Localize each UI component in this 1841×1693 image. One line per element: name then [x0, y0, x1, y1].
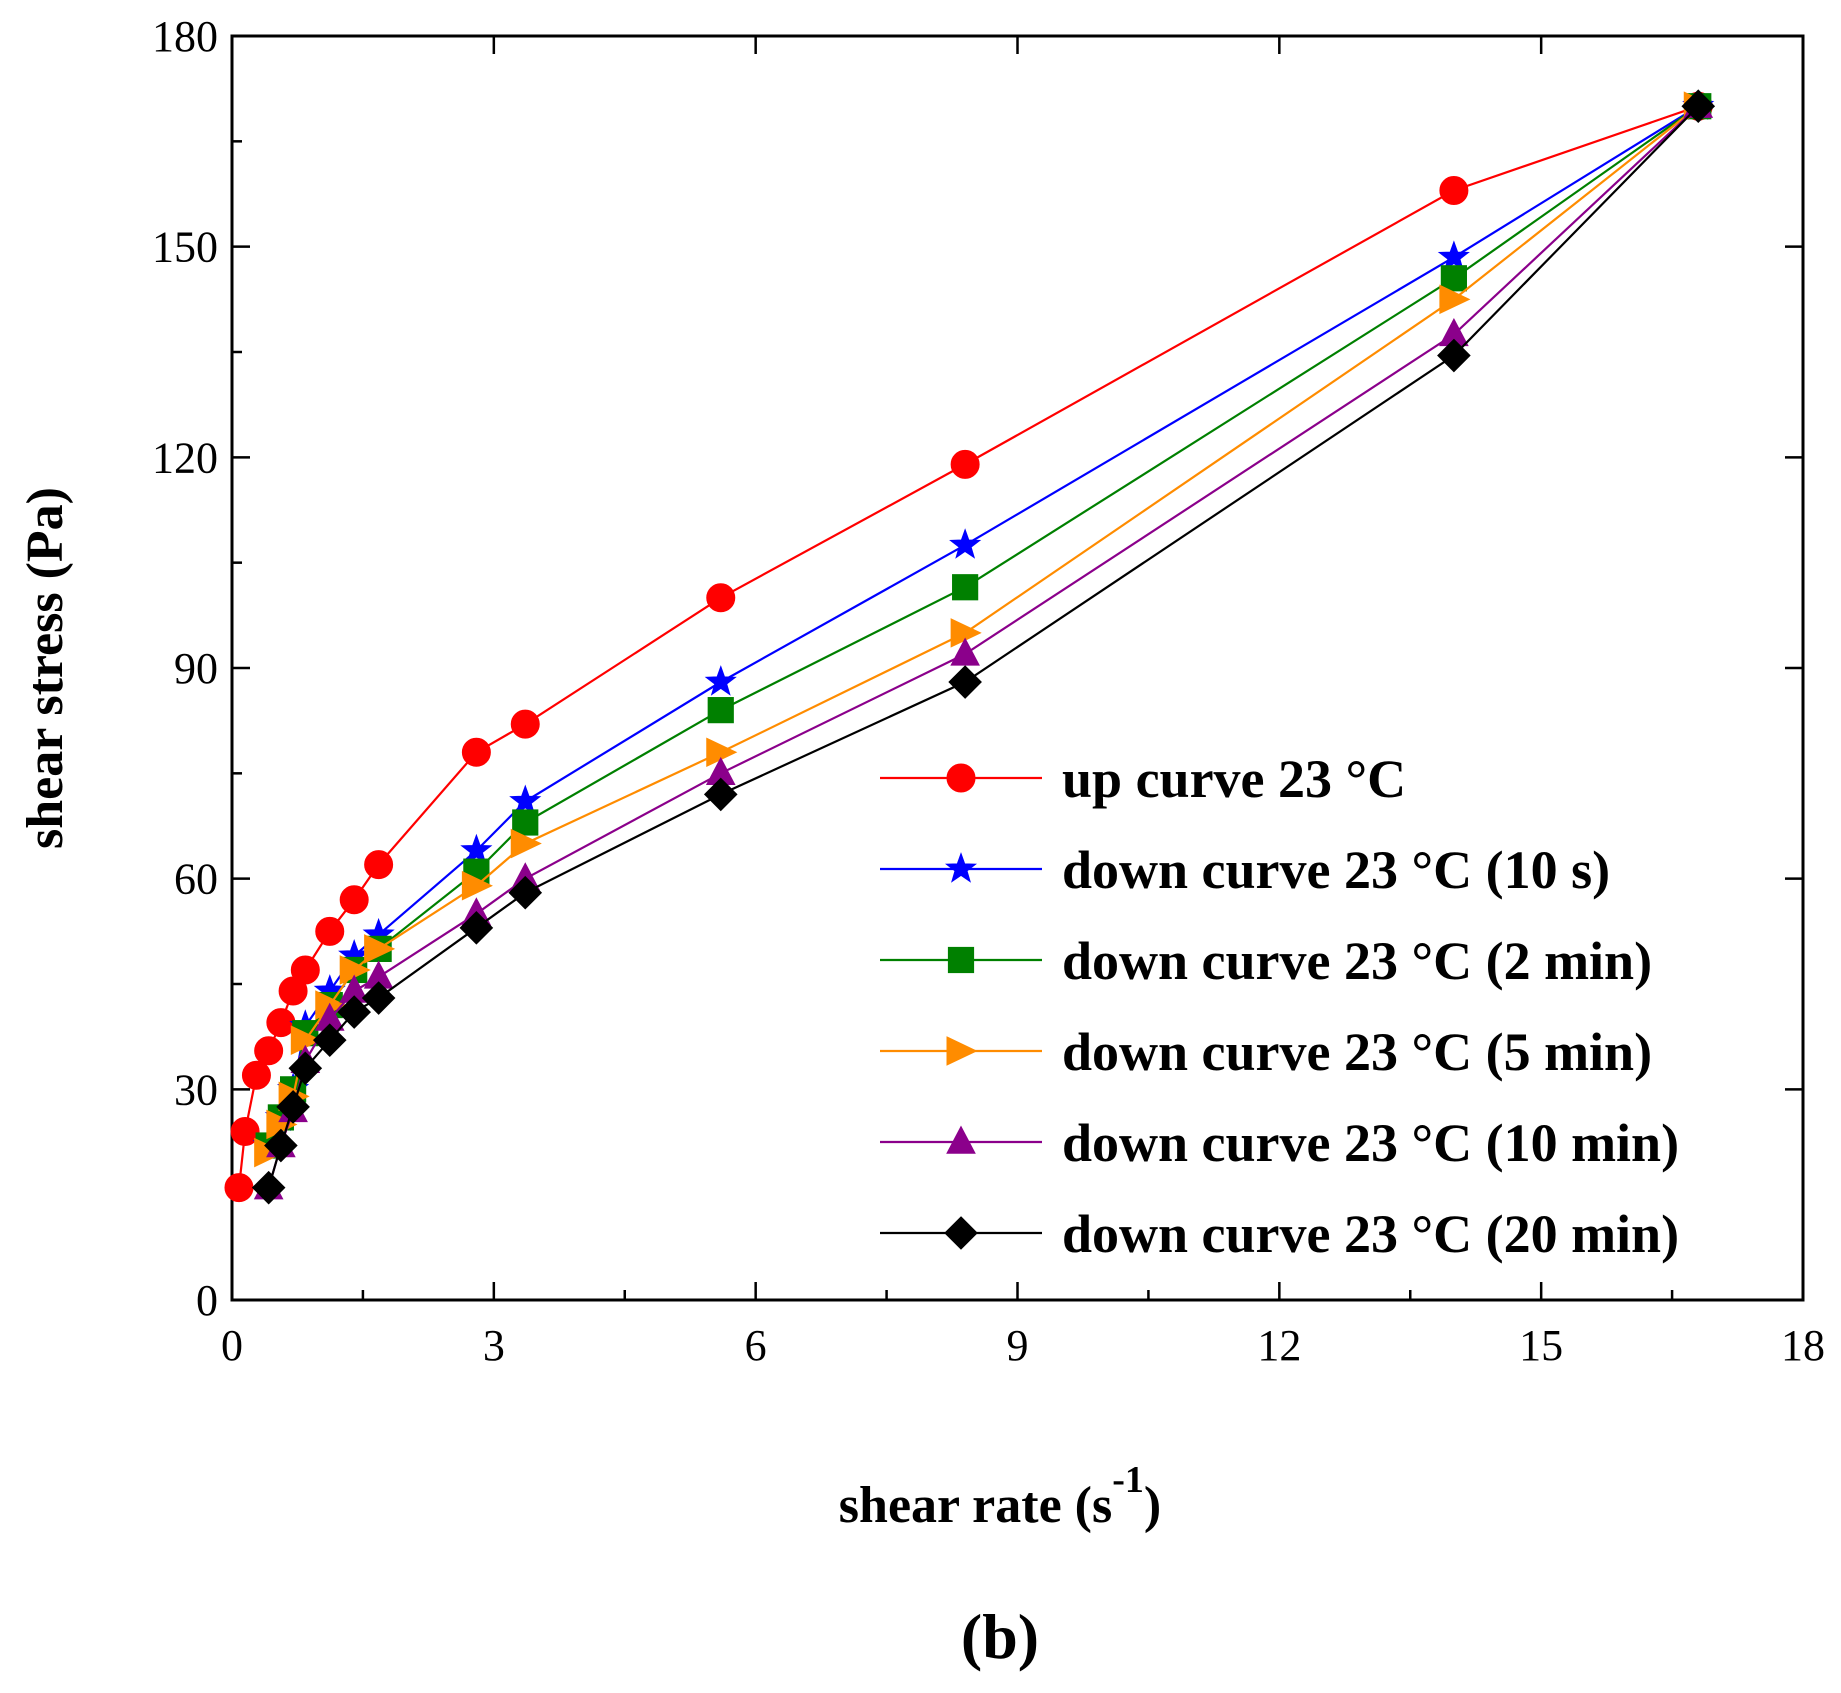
- data-point: [364, 850, 394, 880]
- legend-marker: [946, 1125, 976, 1154]
- data-point: [508, 875, 543, 910]
- legend-marker: [944, 852, 978, 883]
- data-point: [950, 449, 980, 479]
- y-tick-label: 0: [196, 1276, 218, 1325]
- panel-label: (b): [961, 1601, 1039, 1672]
- data-point: [461, 737, 491, 767]
- y-tick-label: 60: [174, 855, 218, 904]
- data-point: [230, 1116, 260, 1146]
- legend: up curve 23 °C down curve 23 °C (10 s) dow…: [880, 749, 1679, 1264]
- y-tick-label: 30: [174, 1065, 218, 1114]
- y-tick-label: 180: [152, 12, 218, 61]
- x-tick-label: 18: [1781, 1321, 1825, 1370]
- data-point: [264, 1128, 298, 1163]
- data-point: [704, 665, 737, 696]
- data-point: [703, 777, 738, 812]
- x-axis-title-main: shear rate (s: [839, 1477, 1112, 1534]
- data-point: [949, 528, 982, 559]
- data-point: [241, 1060, 271, 1090]
- data-point: [461, 870, 493, 901]
- legend-marker: [944, 1216, 978, 1250]
- data-point: [707, 697, 734, 724]
- x-axis-title-superscript: -1: [1112, 1459, 1144, 1501]
- data-point: [1437, 338, 1471, 373]
- legend-marker: [946, 763, 976, 793]
- series-group: [251, 89, 1716, 1205]
- data-point: [510, 828, 542, 859]
- series-group: [255, 93, 1712, 1159]
- data-point: [1439, 284, 1471, 315]
- data-point: [510, 709, 540, 739]
- x-tick-label: 15: [1519, 1321, 1563, 1370]
- data-point: [339, 885, 369, 915]
- data-point: [266, 1008, 296, 1038]
- legend-marker: [947, 946, 975, 974]
- series-line: [267, 105, 1699, 1153]
- data-point: [706, 583, 736, 613]
- data-point: [290, 955, 320, 985]
- x-axis-title: shear rate (s-1): [839, 1459, 1161, 1534]
- x-tick-label: 6: [745, 1321, 767, 1370]
- y-axis-title: shear stress (Pa): [17, 487, 74, 849]
- data-point: [251, 1170, 286, 1205]
- legend-label: up curve 23 °C: [1062, 749, 1406, 809]
- x-tick-label: 12: [1257, 1321, 1301, 1370]
- x-axis-ticks: 0 3 6 9 12 15 18: [221, 36, 1825, 1370]
- data-point: [254, 1036, 284, 1066]
- data-point: [512, 809, 539, 836]
- y-axis-ticks: 0 30 60 90 120 150 180: [152, 12, 1803, 1325]
- legend-label: down curve 23 °C (5 min): [1062, 1022, 1652, 1082]
- x-axis-title-close: ): [1144, 1477, 1161, 1534]
- data-point: [337, 995, 371, 1029]
- series-group: [254, 91, 1715, 1168]
- data-point: [1681, 89, 1716, 124]
- data-point: [364, 934, 396, 964]
- data-point: [312, 1023, 347, 1057]
- y-tick-label: 90: [174, 644, 218, 693]
- plot-axes: [230, 34, 1805, 1302]
- x-tick-label: 9: [1007, 1321, 1029, 1370]
- data-point: [1440, 265, 1467, 292]
- data-point: [315, 916, 345, 946]
- data-point: [361, 981, 396, 1015]
- legend-marker: [946, 1036, 978, 1066]
- x-tick-label: 3: [483, 1321, 505, 1370]
- data-point: [288, 1051, 323, 1086]
- data-point: [948, 665, 982, 699]
- data-point: [224, 1173, 254, 1203]
- data-point: [509, 784, 542, 816]
- legend-label: down curve 23 °C (10 min): [1062, 1113, 1679, 1173]
- data-point: [459, 911, 494, 945]
- plot-frame: [230, 34, 1805, 1302]
- legend-label: down curve 23 °C (10 s): [1062, 840, 1610, 900]
- data-point: [460, 833, 493, 865]
- y-tick-label: 120: [152, 433, 218, 482]
- y-tick-label: 150: [152, 223, 218, 272]
- data-point: [952, 574, 979, 601]
- data-point: [1437, 240, 1470, 271]
- data-point: [276, 1090, 310, 1124]
- data-point: [1439, 175, 1469, 205]
- x-tick-label: 0: [221, 1321, 243, 1370]
- legend-label: down curve 23 °C (20 min): [1062, 1204, 1679, 1264]
- data-point: [950, 637, 980, 666]
- series-layer: [224, 89, 1716, 1205]
- legend-label: down curve 23 °C (2 min): [1062, 931, 1652, 991]
